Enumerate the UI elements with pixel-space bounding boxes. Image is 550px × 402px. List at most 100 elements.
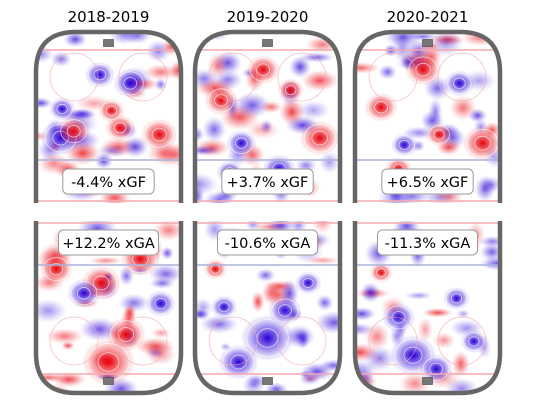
xgf-label: -4.4% xGF: [71, 175, 146, 191]
density-blob: [51, 371, 86, 387]
density-blob: [96, 144, 128, 158]
hotspot-above-average: [462, 125, 500, 161]
contour-ring: [213, 297, 235, 317]
rink-boards: [33, 29, 184, 203]
density-blob: [449, 95, 477, 121]
density-blob: [474, 175, 495, 202]
density-blob: [455, 309, 471, 319]
contour-ring: [60, 119, 88, 144]
contour-ring: [277, 304, 292, 317]
stat-label-box: [217, 229, 318, 256]
density-blob: [169, 60, 181, 81]
hotspot-below-average: [84, 61, 115, 88]
density-blob: [37, 152, 70, 175]
contour-ring: [445, 288, 468, 309]
density-blob: [318, 359, 340, 372]
contour-ring: [453, 77, 466, 89]
density-blob: [109, 32, 140, 45]
density-blob: [50, 51, 72, 67]
density-blob: [151, 327, 171, 339]
contour-ring: [376, 268, 387, 278]
density-blob: [63, 32, 87, 48]
contour-ring: [468, 336, 480, 347]
density-blob: [451, 351, 470, 377]
hotspot-above-average: [404, 53, 442, 86]
xga-label: -10.6% xGA: [225, 236, 311, 252]
contour-ring: [463, 331, 485, 352]
contour-ring: [297, 273, 319, 293]
hotspot-above-average: [425, 123, 453, 147]
density-blob: [146, 347, 165, 359]
goal-net: [103, 377, 114, 385]
rink-panel-0-defense: +12.2% xGA: [33, 221, 184, 396]
faceoff-circle: [208, 52, 258, 102]
density-blob: [69, 108, 96, 120]
density-blob: [122, 136, 149, 158]
density-blob: [364, 322, 390, 351]
hotspot-below-average: [145, 290, 176, 317]
density-blob: [428, 98, 443, 125]
season-title: 2019-2020: [227, 8, 309, 26]
density-blob: [298, 373, 321, 386]
density-blob: [199, 314, 239, 334]
rink-boards: [33, 221, 184, 396]
heatmap-layer: [36, 32, 181, 203]
contour-ring: [447, 72, 472, 95]
density-blob: [245, 221, 261, 231]
rink-boards: [192, 221, 343, 396]
hotspot-above-average: [57, 116, 91, 146]
goal-net: [103, 39, 114, 47]
density-blob: [251, 291, 265, 313]
hotspot-below-average: [390, 133, 418, 157]
goal-net: [262, 39, 273, 47]
density-blob: [88, 256, 123, 265]
contour-ring: [148, 292, 173, 315]
contour-ring: [311, 130, 328, 146]
faceoff-circle: [277, 52, 327, 102]
contour-ring: [116, 71, 144, 96]
contour-ring: [205, 260, 225, 278]
hotspot-below-average: [444, 70, 475, 97]
hotspot-below-average: [294, 271, 322, 295]
contour-ring: [403, 346, 423, 364]
density-blob: [378, 64, 397, 80]
hotspot-above-average: [204, 85, 238, 115]
hotspot-below-average: [67, 278, 101, 308]
contour-ring: [450, 293, 463, 304]
contour-ring: [398, 139, 410, 150]
hotspot-below-average: [268, 295, 302, 325]
contour-ring: [70, 281, 98, 306]
density-blob: [296, 329, 310, 349]
rink-panel-2-defense: -11.3% xGA: [352, 221, 503, 396]
hotspot-below-average: [210, 295, 238, 319]
hotspot-below-average: [48, 97, 76, 121]
contour-ring: [408, 56, 438, 83]
goal-net: [262, 377, 273, 385]
density-blob: [255, 268, 276, 283]
rink-boards: [352, 29, 503, 203]
contour-ring: [271, 298, 299, 323]
rink-panel-2-offense: +6.5% xGF: [352, 29, 503, 203]
heatmap-layer: [36, 221, 181, 393]
density-blob: [355, 306, 376, 321]
contour-ring: [93, 69, 107, 81]
contour-ring: [230, 354, 247, 370]
xgf-label: +6.5% xGF: [387, 175, 469, 191]
contour-ring: [235, 137, 248, 149]
faceoff-circle: [118, 316, 168, 366]
contour-ring: [100, 100, 123, 121]
density-blob: [195, 172, 218, 196]
hotspot-above-average: [140, 118, 178, 151]
density-blob: [261, 280, 283, 304]
contour-ring: [218, 301, 230, 313]
density-blob: [392, 35, 413, 63]
contour-ring: [422, 356, 450, 381]
contour-ring: [474, 135, 491, 151]
stat-label-box: [381, 168, 474, 195]
hotspot-below-average: [218, 344, 259, 380]
rink-boards: [192, 29, 343, 203]
contour-ring: [279, 80, 302, 100]
contour-ring: [51, 99, 73, 119]
contour-ring: [117, 327, 135, 342]
contour-ring: [249, 57, 277, 82]
